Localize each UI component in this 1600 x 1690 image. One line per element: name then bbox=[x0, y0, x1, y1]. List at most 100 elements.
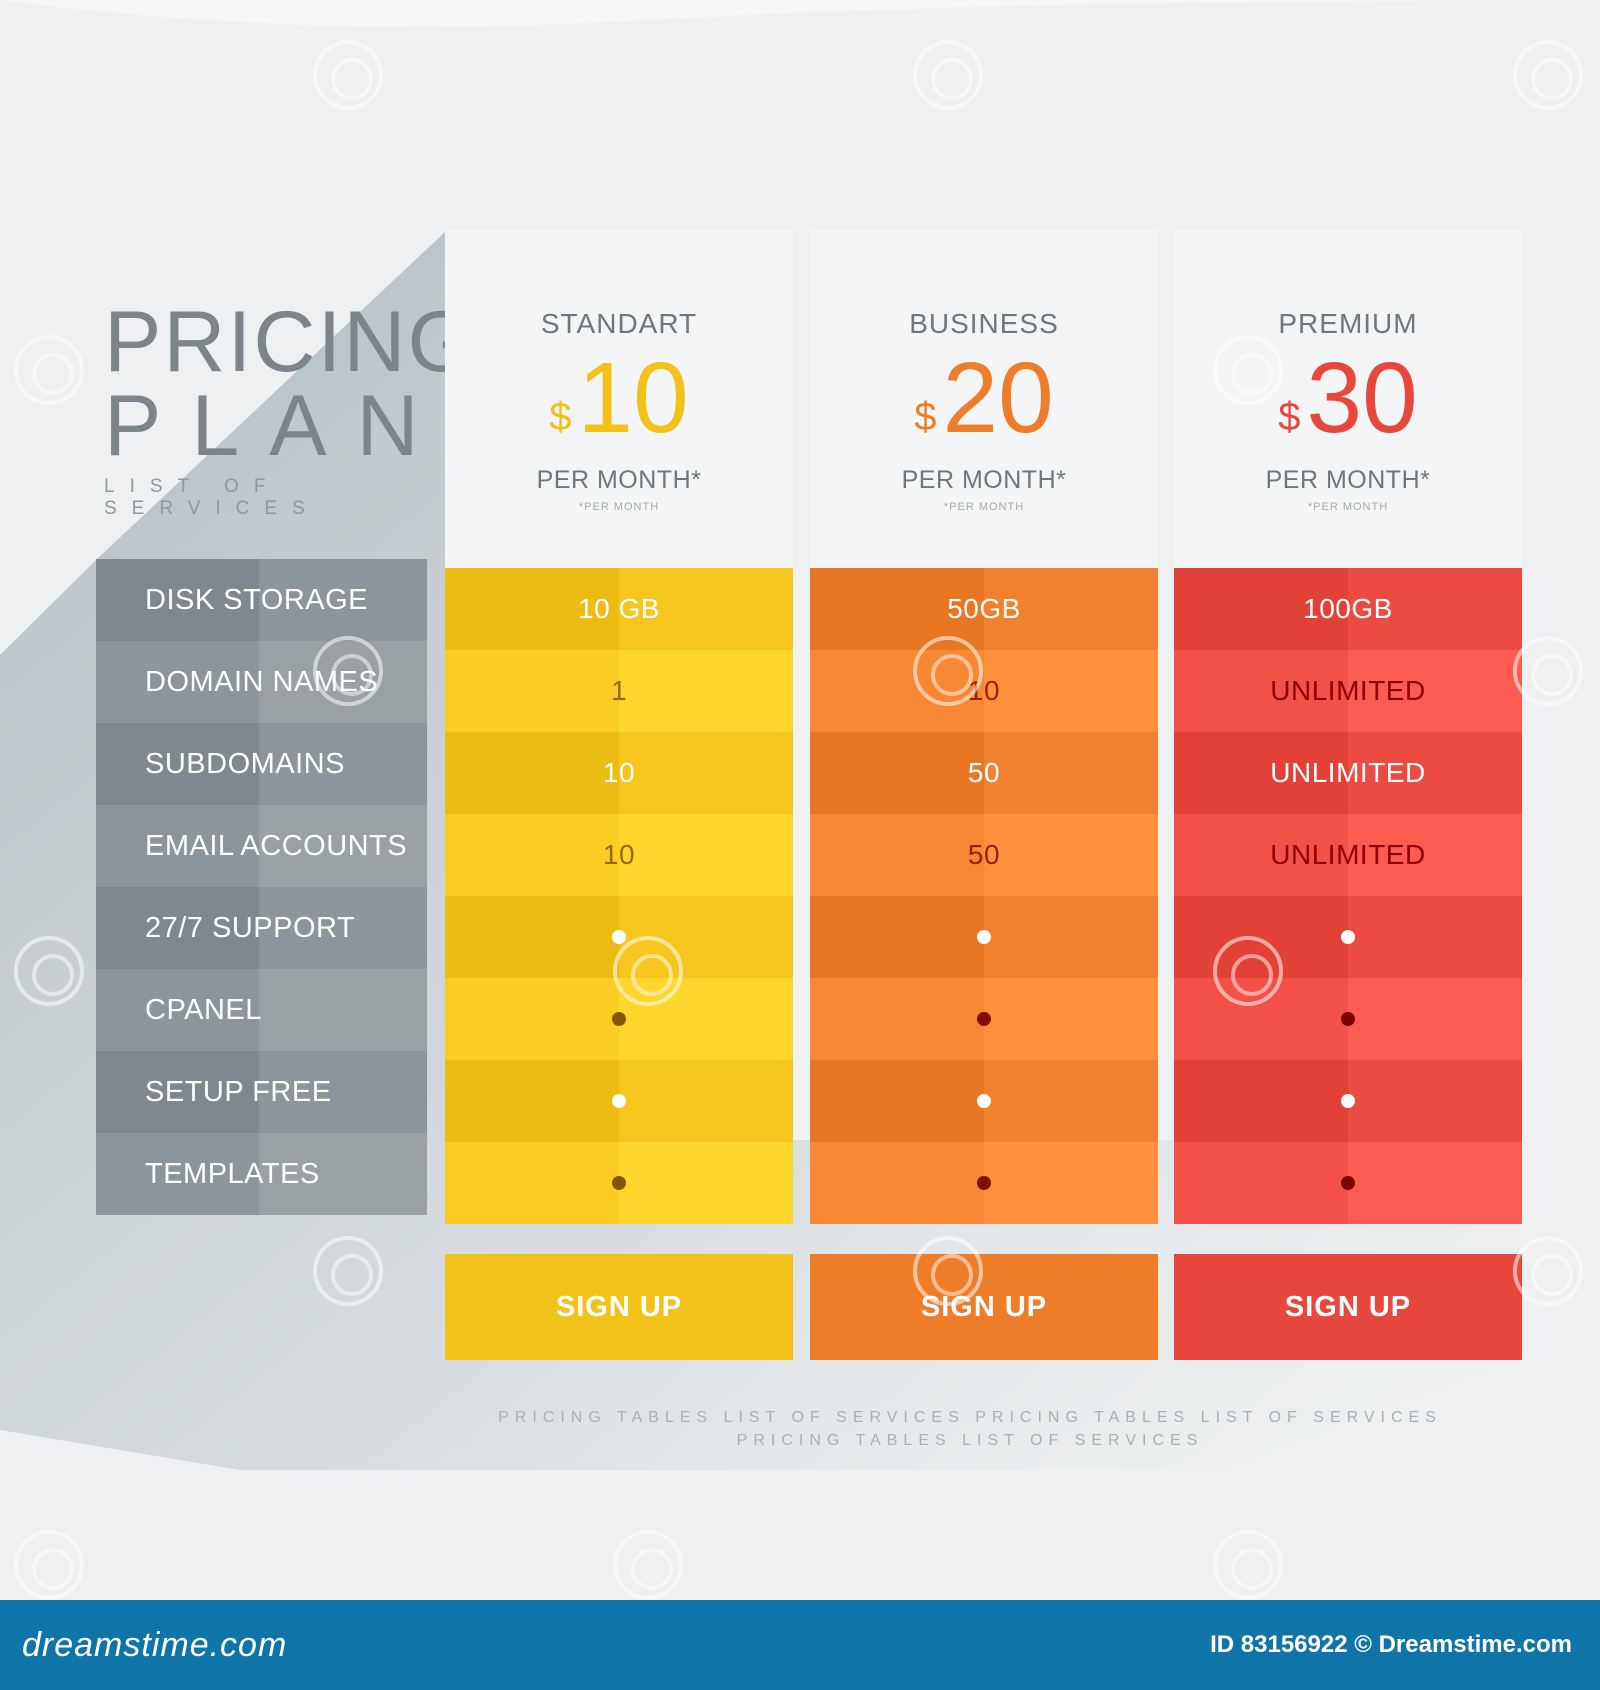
price-period: PER MONTH* bbox=[1265, 466, 1431, 494]
plan-row: 50 bbox=[810, 732, 1158, 814]
check-dot-icon bbox=[977, 1012, 991, 1026]
watermark-swirl-icon bbox=[1213, 335, 1283, 405]
price-amount: 30 bbox=[1306, 342, 1418, 454]
plan-card-premium: PREMIUM $ 30 PER MONTH* *PER MONTH 100GB… bbox=[1174, 230, 1522, 1360]
plan-value: 10 bbox=[602, 757, 636, 788]
watermark-swirl-icon bbox=[1513, 1236, 1583, 1306]
price-currency: $ bbox=[1278, 395, 1301, 439]
brand-logo: dreamstime.com bbox=[22, 1625, 288, 1664]
watermark-swirl-icon bbox=[313, 40, 383, 110]
sign-up-button-premium[interactable]: SIGN UP bbox=[1174, 1254, 1522, 1360]
check-dot-icon bbox=[1341, 1094, 1355, 1108]
feature-label: SUBDOMAINS bbox=[145, 747, 345, 780]
price: $ 10 bbox=[445, 348, 793, 448]
feature-row: TEMPLATES bbox=[96, 1133, 427, 1215]
plan-row: 10 bbox=[445, 814, 793, 896]
check-dot-icon bbox=[977, 1176, 991, 1190]
feature-label: TEMPLATES bbox=[145, 1157, 320, 1190]
check-dot-icon bbox=[977, 930, 991, 944]
feature-label: CPANEL bbox=[145, 993, 262, 1026]
watermark-swirl-icon bbox=[913, 1236, 983, 1306]
plan-row: 100GB bbox=[1174, 568, 1522, 650]
plan-rows: 10 GB 1 10 10 bbox=[445, 568, 793, 1224]
plan-value: 100GB bbox=[1303, 593, 1393, 624]
watermark-swirl-icon bbox=[313, 1236, 383, 1306]
plan-row: UNLIMITED bbox=[1174, 650, 1522, 732]
watermark-swirl-icon bbox=[14, 936, 84, 1006]
plan-header: STANDART $ 10 PER MONTH* *PER MONTH bbox=[445, 230, 793, 568]
plan-value: 10 bbox=[602, 839, 636, 870]
plan-name: PREMIUM bbox=[1278, 308, 1418, 339]
stock-id: ID 83156922 © Dreamstime.com bbox=[1210, 1631, 1572, 1658]
watermark-swirl-icon bbox=[1513, 40, 1583, 110]
watermark-swirl-icon bbox=[14, 1530, 84, 1600]
plan-value: UNLIMITED bbox=[1270, 675, 1426, 706]
feature-row: CPANEL bbox=[96, 969, 427, 1051]
price-note: *PER MONTH bbox=[578, 501, 660, 513]
price: $ 20 bbox=[810, 348, 1158, 448]
sign-up-button-business[interactable]: SIGN UP bbox=[810, 1254, 1158, 1360]
check-dot-icon bbox=[612, 930, 626, 944]
feature-row: EMAIL ACCOUNTS bbox=[96, 805, 427, 887]
plan-row: 10 bbox=[445, 732, 793, 814]
plan-value: UNLIMITED bbox=[1270, 757, 1426, 788]
watermark-swirl-icon bbox=[1213, 936, 1283, 1006]
watermark-swirl-icon bbox=[913, 636, 983, 706]
check-dot-icon bbox=[612, 1012, 626, 1026]
check-dot-icon bbox=[612, 1094, 626, 1108]
watermark-swirl-icon bbox=[613, 936, 683, 1006]
plan-value: UNLIMITED bbox=[1270, 839, 1426, 870]
feature-row: DOMAIN NAMES bbox=[96, 641, 427, 723]
check-dot-icon bbox=[1341, 1176, 1355, 1190]
feature-row: 27/7 SUPPORT bbox=[96, 887, 427, 969]
price-note: *PER MONTH bbox=[1307, 501, 1389, 513]
plan-row: 10 GB bbox=[445, 568, 793, 650]
plan-card-business: BUSINESS $ 20 PER MONTH* *PER MONTH 50GB… bbox=[810, 230, 1158, 1360]
plan-value: 50 bbox=[967, 839, 1001, 870]
price-currency: $ bbox=[914, 395, 937, 439]
footer-caption: PRICING TABLES LIST OF SERVICES PRICING … bbox=[420, 1406, 1520, 1452]
plan-value: 10 GB bbox=[578, 593, 660, 624]
watermark-swirl-icon bbox=[313, 636, 383, 706]
price-amount: 20 bbox=[942, 342, 1054, 454]
feature-row: SETUP FREE bbox=[96, 1051, 427, 1133]
plan-row: UNLIMITED bbox=[1174, 814, 1522, 896]
plan-row bbox=[445, 1142, 793, 1224]
plan-row bbox=[810, 978, 1158, 1060]
plan-row bbox=[445, 1060, 793, 1142]
plan-row bbox=[1174, 978, 1522, 1060]
plan-row bbox=[1174, 1060, 1522, 1142]
plan-value: 1 bbox=[610, 675, 628, 706]
watermark-swirl-icon bbox=[1513, 636, 1583, 706]
price-currency: $ bbox=[549, 395, 572, 439]
price-amount: 10 bbox=[577, 342, 689, 454]
pricing-stage: PRICING PLANE LIST OF SERVICES DISK STOR… bbox=[0, 40, 1583, 1600]
feature-label: 27/7 SUPPORT bbox=[145, 911, 356, 944]
plan-value: 50 bbox=[967, 757, 1001, 788]
plan-header: PREMIUM $ 30 PER MONTH* *PER MONTH bbox=[1174, 230, 1522, 568]
watermark-swirl-icon bbox=[1213, 1530, 1283, 1600]
watermark-swirl-icon bbox=[913, 40, 983, 110]
check-dot-icon bbox=[1341, 930, 1355, 944]
sign-up-label: SIGN UP bbox=[555, 1290, 683, 1323]
plan-row bbox=[1174, 896, 1522, 978]
check-dot-icon bbox=[612, 1176, 626, 1190]
sign-up-button-standart[interactable]: SIGN UP bbox=[445, 1254, 793, 1360]
plan-row bbox=[810, 1060, 1158, 1142]
plan-row: 1 bbox=[445, 650, 793, 732]
plan-row bbox=[1174, 1142, 1522, 1224]
plan-rows: 50GB 10 50 50 bbox=[810, 568, 1158, 1224]
check-dot-icon bbox=[977, 1094, 991, 1108]
plan-header: BUSINESS $ 20 PER MONTH* *PER MONTH bbox=[810, 230, 1158, 568]
feature-label: EMAIL ACCOUNTS bbox=[145, 829, 408, 862]
feature-label: SETUP FREE bbox=[145, 1075, 332, 1108]
price-period: PER MONTH* bbox=[901, 466, 1067, 494]
plan-row bbox=[810, 896, 1158, 978]
plan-row: 10 bbox=[810, 650, 1158, 732]
page-title-line2: PLANE bbox=[104, 378, 537, 474]
title-block: PRICING PLANE LIST OF SERVICES bbox=[104, 294, 537, 520]
page-title-line1: PRICING bbox=[104, 294, 477, 390]
plan-card-standart: STANDART $ 10 PER MONTH* *PER MONTH 10 G… bbox=[445, 230, 793, 1360]
stock-footer-bar: dreamstime.com ID 83156922 © Dreamstime.… bbox=[0, 1600, 1600, 1690]
footer-caption-line2: PRICING TABLES LIST OF SERVICES bbox=[736, 1432, 1204, 1449]
